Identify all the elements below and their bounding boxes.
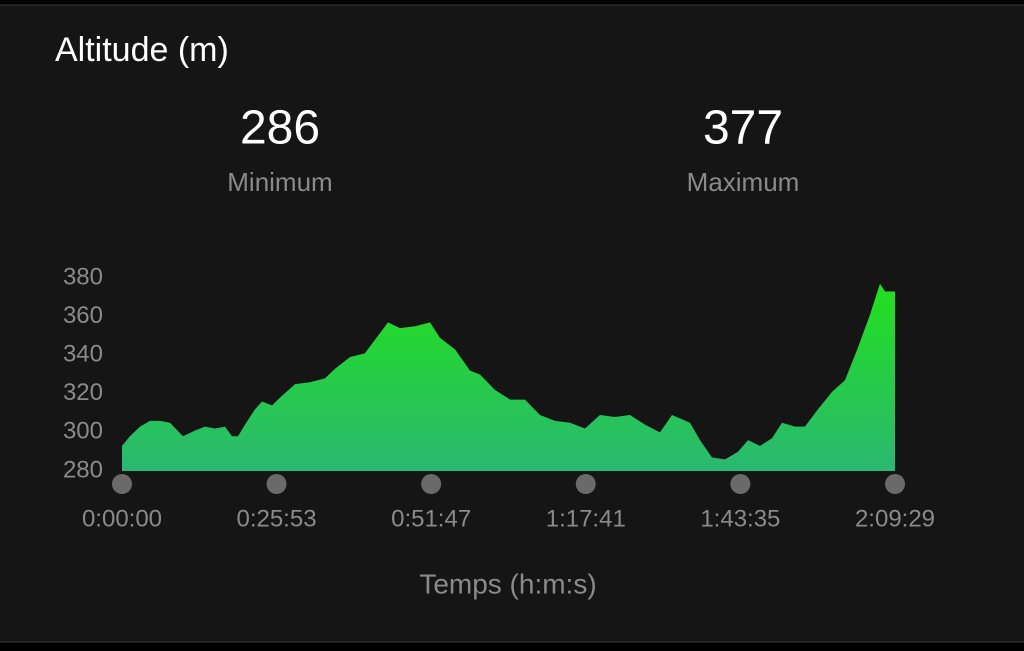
y-tick-label: 280 [63,456,103,483]
x-tick-label: 0:25:53 [236,505,316,532]
x-tick-label: 1:17:41 [546,505,626,532]
x-tick-dot [421,474,442,494]
x-tick-label: 2:09:29 [855,505,935,532]
y-tick-label: 320 [63,379,103,406]
x-tick-label: 0:51:47 [391,505,471,532]
altitude-area [122,283,895,471]
x-tick-dot [266,474,287,494]
x-tick-dot [730,474,751,494]
stat-label: Maximum [687,167,800,197]
panel [0,5,1024,642]
stat-label: Minimum [227,167,332,197]
stat-value: 286 [240,102,320,155]
x-axis-label: Temps (h:m:s) [419,568,596,599]
y-tick-label: 340 [63,341,103,368]
x-tick-label: 0:00:00 [82,505,162,532]
y-tick-label: 360 [63,302,103,329]
y-tick-label: 380 [63,263,103,290]
x-tick-dot [885,474,905,494]
stat-value: 377 [703,102,783,155]
y-tick-label: 300 [63,418,103,445]
x-tick-dot [112,474,132,494]
x-tick-dot [575,474,596,494]
title: Altitude (m) [55,31,229,69]
x-tick-label: 1:43:35 [700,505,780,532]
